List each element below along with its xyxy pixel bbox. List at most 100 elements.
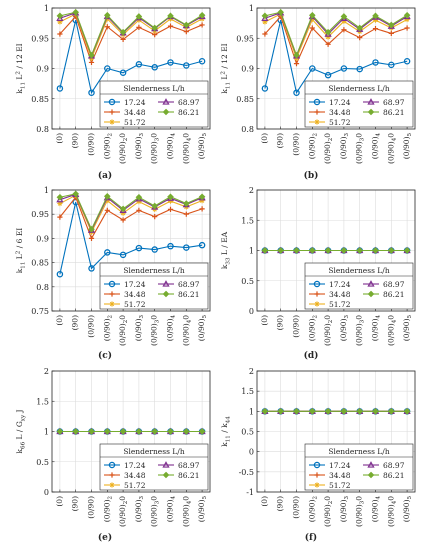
data-point [198,428,206,435]
data-point [340,408,348,415]
x-tick-label: (0/90) [292,496,301,519]
y-tick-label: 2 [44,367,49,376]
x-tick-label: (0/90)30 [150,133,161,164]
x-tick-label: (0/90)3 [339,496,350,523]
legend-entry: 17.24 [124,98,146,107]
data-point [356,408,364,415]
legend-entry: 68.97 [178,461,200,470]
data-point [109,119,115,125]
legend-entry: 51.72 [329,481,351,490]
x-tick-label: (90) [276,496,285,511]
x-tick-label: (0) [55,496,64,507]
panel-caption: (c) [98,350,112,361]
data-point [309,25,315,31]
x-tick-label: (0/90)2 [307,133,318,159]
x-tick-label: (0/90)2 [307,496,318,522]
x-tick-label: (0) [260,315,269,326]
data-point [308,408,316,415]
series-line [59,196,203,240]
data-point [108,98,116,106]
axes-frame [256,189,416,312]
data-point [198,11,206,19]
series-line [59,15,203,64]
data-point [314,291,320,297]
y-axis-label: k11 / k44 [220,416,231,447]
legend-entry: 86.21 [178,471,199,480]
y-tick-label: 2 [249,367,254,376]
data-point [72,190,80,198]
data-point [314,301,320,307]
x-tick-label: (0/90)5 [402,496,413,523]
legend-title: Slenderness L/h [123,447,184,456]
data-point [88,428,95,435]
data-point [356,247,364,254]
y-tick-label: 1.5 [36,397,49,406]
x-tick-label: (0/90)3 [339,133,350,160]
data-point [367,280,375,287]
y-tick-label: 1 [44,186,49,195]
legend-box [304,443,414,491]
data-point [293,89,300,96]
x-tick-label: (0) [55,133,64,144]
x-tick-label: (90) [71,315,80,330]
x-tick-label: (0/90)20 [323,133,334,164]
data-point [261,12,269,20]
data-point [324,408,332,415]
y-tick-label: 0.85 [236,95,254,104]
data-point [340,247,348,254]
data-point [372,17,379,23]
data-point [135,61,143,68]
legend-entry: 34.48 [124,471,146,480]
data-point [162,280,170,287]
data-point [167,23,174,29]
y-axis-label: k11 L2 / 12 EI [15,43,26,93]
data-point [120,217,126,223]
series-86-21 [261,8,411,59]
data-point [135,428,143,435]
x-tick-label: (0/90)4 [371,133,382,160]
data-point [277,8,285,16]
y-tick-label: 1 [249,407,254,416]
x-tick-label: (0/90)4 [371,496,382,523]
data-point [103,428,111,435]
series-86-21 [56,190,206,233]
data-point [57,19,63,25]
data-point [277,247,285,254]
data-point [57,214,63,220]
data-point [372,25,379,32]
data-point [198,241,206,249]
data-point [167,59,174,66]
legend-entry: 34.48 [124,290,146,299]
axes-frame [51,370,211,493]
y-tick-label: 1 [44,428,49,437]
data-point [372,408,379,415]
x-tick-label: (0/90) [87,133,96,156]
legend-entry: 17.24 [124,461,146,470]
data-point [88,235,95,241]
legend-entry: 68.97 [383,98,405,107]
chart-panel: 0.8 0.85 0.9 0.95 1 (0) (90) (0/90) (0/90)2 (0/90… [220,4,416,181]
data-point [293,408,300,415]
legend-entry: 68.97 [178,280,200,289]
x-tick-label: (0/90)20 [323,496,334,527]
data-point [109,109,115,115]
x-tick-label: (0/90)40 [181,315,192,346]
data-point [183,244,190,251]
y-tick-label: -0.5 [239,468,254,477]
data-point [403,408,411,415]
series-17-24 [56,16,206,96]
legend-entry: 51.72 [124,300,146,309]
legend-entry: 86.21 [383,108,404,117]
legend-entry: 51.72 [329,300,351,309]
data-point [109,482,115,488]
data-point [309,65,316,72]
x-tick-label: (0/90)20 [118,496,129,527]
y-tick-label: 0.85 [31,259,49,268]
x-tick-label: (0/90)30 [355,496,366,527]
data-point [356,65,363,73]
y-tick-label: 1.5 [241,216,254,225]
legend-box [304,262,414,310]
data-point [356,24,364,32]
data-point [119,205,127,213]
